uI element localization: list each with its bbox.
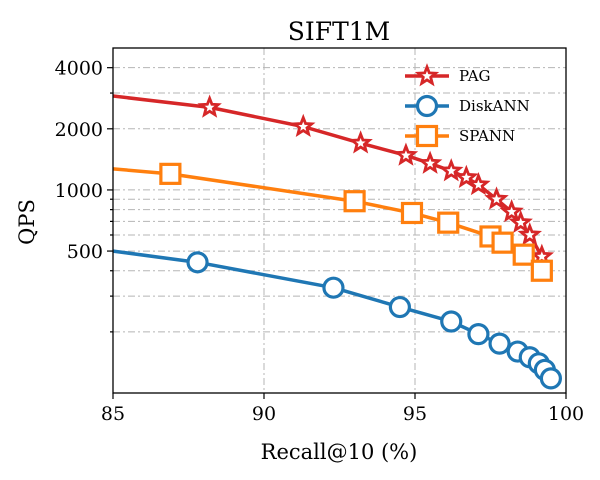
data-point-spann <box>343 190 366 213</box>
x-tick-label: 95 <box>403 403 427 425</box>
data-point-pag <box>291 113 316 138</box>
legend-item-pag: PAG <box>405 63 491 87</box>
y-tick-label: 500 <box>67 241 103 263</box>
plot-frame <box>112 47 567 394</box>
legend-label: PAG <box>459 67 491 85</box>
data-point-spann <box>512 243 535 266</box>
y-tick-label: 1000 <box>55 180 103 202</box>
data-point-pag <box>508 209 533 234</box>
legend: PAG DiskANN SPANN <box>405 63 530 148</box>
data-point-spann <box>159 162 182 185</box>
data-point-pag <box>517 222 542 246</box>
series-layer <box>113 94 563 390</box>
data-point-diskann <box>467 323 490 346</box>
series-diskann <box>113 249 563 390</box>
data-point-diskann <box>388 295 411 319</box>
series-spann <box>113 162 553 282</box>
data-point-spann <box>530 259 553 282</box>
data-point-pag <box>417 150 443 174</box>
legend-marker <box>415 124 439 148</box>
y-axis-label: QPS <box>15 199 39 245</box>
x-tick-label: 85 <box>101 403 125 425</box>
data-point-diskann <box>440 310 463 333</box>
y-tick-label: 4000 <box>55 58 103 80</box>
x-tick-label: 100 <box>548 403 584 425</box>
series-line-diskann <box>113 249 553 380</box>
data-point-pag <box>393 142 419 166</box>
data-point-pag <box>484 186 509 210</box>
data-point-spann <box>437 211 460 234</box>
chart-title: SIFT1M <box>288 17 391 46</box>
legend-marker <box>415 94 439 118</box>
axis-ticks: 85 90 95 100 500 1000 2000 4000 <box>55 58 584 425</box>
data-point-pag <box>454 164 479 188</box>
data-point-pag <box>197 94 222 118</box>
data-point-spann <box>491 231 514 254</box>
data-point-pag <box>439 158 464 182</box>
legend-label: DiskANN <box>459 97 530 115</box>
x-tick-label: 90 <box>252 403 276 425</box>
data-point-spann <box>400 201 424 225</box>
data-point-pag <box>499 199 524 223</box>
data-point-diskann <box>322 276 345 299</box>
series-pag <box>113 94 555 267</box>
legend-item-diskann: DiskANN <box>405 94 530 118</box>
data-point-diskann <box>539 367 563 390</box>
legend-item-spann: SPANN <box>405 124 515 148</box>
x-axis-label: Recall@10 (%) <box>261 440 418 464</box>
data-point-diskann <box>186 251 209 274</box>
data-point-diskann <box>488 332 511 355</box>
data-point-pag <box>466 171 491 196</box>
legend-label: SPANN <box>459 127 515 145</box>
data-point-pag <box>348 130 373 154</box>
y-tick-label: 2000 <box>55 119 103 141</box>
legend-marker <box>414 63 440 87</box>
